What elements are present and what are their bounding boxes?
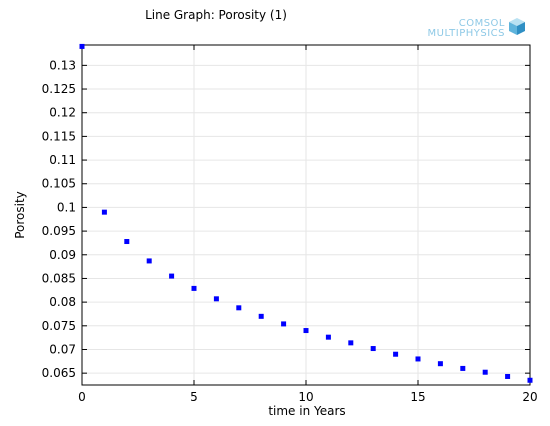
axis-ticks: 0 5 10 15 20 0.065 0.07 0.075 0.08 0.085 0.09 0.095… <box>42 45 538 404</box>
data-point <box>437 361 443 367</box>
y-tick-label: 0.075 <box>42 319 76 333</box>
data-point <box>281 321 287 327</box>
y-tick-label: 0.125 <box>42 82 76 96</box>
data-point <box>393 351 399 357</box>
logo-line-1: COMSOL <box>459 18 505 29</box>
x-tick-label: 10 <box>298 390 313 404</box>
y-tick-label: 0.065 <box>42 366 76 380</box>
y-tick-label: 0.09 <box>49 248 76 262</box>
data-point <box>101 209 107 215</box>
data-point <box>505 373 511 379</box>
data-point <box>303 328 309 334</box>
y-tick-label: 0.07 <box>49 342 76 356</box>
data-point <box>482 369 488 375</box>
y-tick-label: 0.115 <box>42 129 76 143</box>
data-point <box>325 334 331 340</box>
comsol-cube-icon <box>509 18 525 35</box>
data-point <box>370 346 376 352</box>
y-tick-label: 0.12 <box>49 106 76 120</box>
x-tick-label: 0 <box>78 390 86 404</box>
data-point <box>460 365 466 371</box>
x-axis-label: time in Years <box>268 404 345 418</box>
data-point <box>415 356 421 362</box>
comsol-logo: COMSOL MULTIPHYSICS <box>428 18 525 39</box>
logo-line-2: MULTIPHYSICS <box>428 28 505 39</box>
grid <box>81 45 531 385</box>
x-tick-label: 15 <box>410 390 425 404</box>
data-point <box>236 305 242 311</box>
chart-title: Line Graph: Porosity (1) <box>145 8 287 22</box>
y-tick-label: 0.085 <box>42 271 76 285</box>
y-tick-label: 0.095 <box>42 224 76 238</box>
x-tick-label: 20 <box>522 390 537 404</box>
data-point <box>79 43 85 49</box>
y-tick-label: 0.105 <box>42 177 76 191</box>
y-tick-label: 0.08 <box>49 295 76 309</box>
data-point <box>191 285 197 291</box>
y-axis-label: Porosity <box>13 191 27 239</box>
data-point <box>213 296 219 302</box>
data-point <box>146 258 152 264</box>
y-tick-label: 0.1 <box>57 200 76 214</box>
y-tick-label: 0.13 <box>49 58 76 72</box>
data-point <box>348 340 354 346</box>
data-point <box>169 273 175 279</box>
data-markers <box>79 43 533 383</box>
data-point <box>527 377 533 383</box>
x-tick-label: 5 <box>190 390 198 404</box>
data-point <box>258 313 264 319</box>
y-tick-label: 0.11 <box>49 153 76 167</box>
data-point <box>124 239 130 245</box>
